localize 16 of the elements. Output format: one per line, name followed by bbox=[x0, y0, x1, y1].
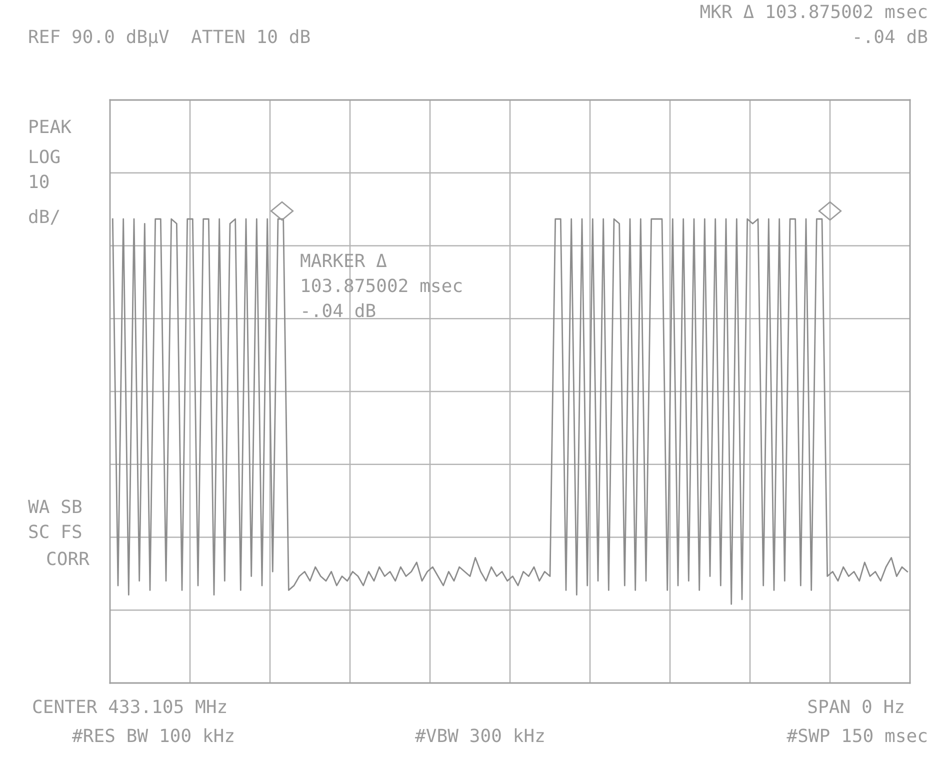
text: 10 bbox=[30, 174, 49, 188]
text: #VBW 300 kHz bbox=[415, 728, 544, 742]
text: SPAN 0 Hz bbox=[808, 700, 904, 714]
text: PEAK bbox=[30, 120, 72, 134]
text: SC FS bbox=[29, 524, 82, 538]
text: MKR Δ 103.875002 msec bbox=[700, 4, 926, 18]
text: dB/ bbox=[29, 209, 60, 225]
annotation: -.04 dB bbox=[303, 303, 376, 318]
text: #SWP 150 msec bbox=[786, 728, 926, 742]
text: REF 90.0 dBµV ATTEN 10 dB bbox=[29, 29, 310, 47]
text: LOG bbox=[30, 150, 60, 164]
text: #RES BW 100 kHz bbox=[72, 728, 234, 742]
text: CORR bbox=[47, 552, 90, 566]
text: -.04 dB bbox=[855, 29, 928, 44]
text: WA SB bbox=[28, 500, 82, 514]
text: CENTER 433.105 MHz bbox=[33, 700, 226, 714]
